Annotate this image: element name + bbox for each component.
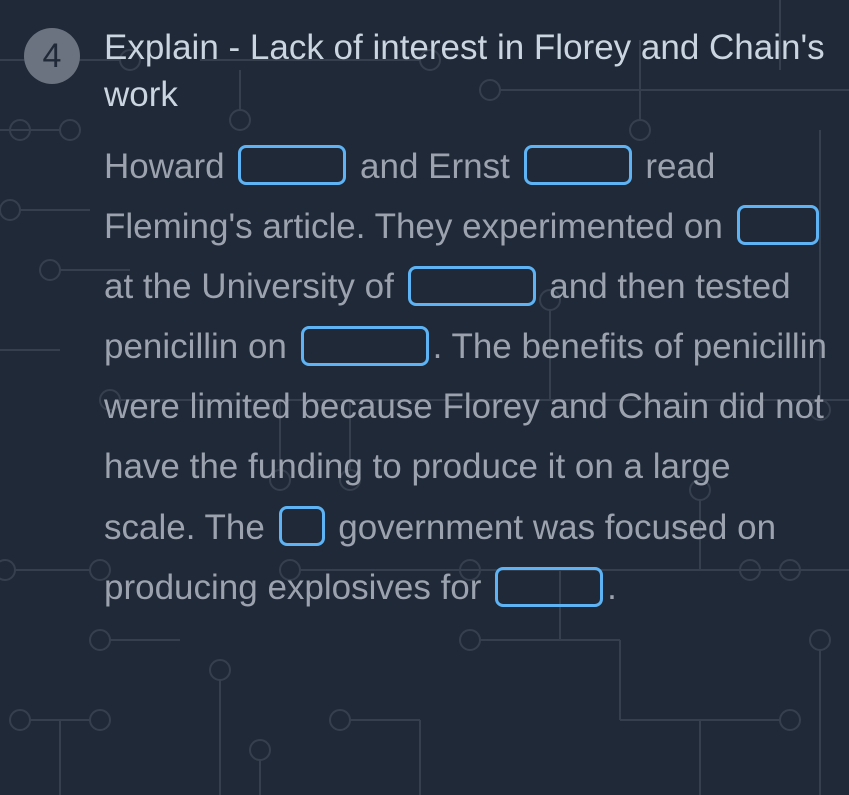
question-title: Explain - Lack of interest in Florey and… [104,24,829,119]
text-seg-2: and Ernst [350,147,519,186]
blank-4[interactable] [408,266,536,306]
question-body: Howard and Ernst read Fleming's article.… [104,137,829,619]
blank-7[interactable] [495,567,603,607]
blank-1[interactable] [238,145,346,185]
question-number: 4 [43,37,62,76]
blank-2[interactable] [524,145,632,185]
question-content: Explain - Lack of interest in Florey and… [104,24,829,618]
question-container: 4 Explain - Lack of interest in Florey a… [0,0,849,642]
blank-3[interactable] [737,205,819,245]
question-number-badge: 4 [24,28,80,84]
blank-6[interactable] [279,506,325,546]
text-seg-1: Howard [104,147,234,186]
text-seg-8: . [607,568,617,607]
text-seg-4: at the University of [104,267,404,306]
blank-5[interactable] [301,326,429,366]
